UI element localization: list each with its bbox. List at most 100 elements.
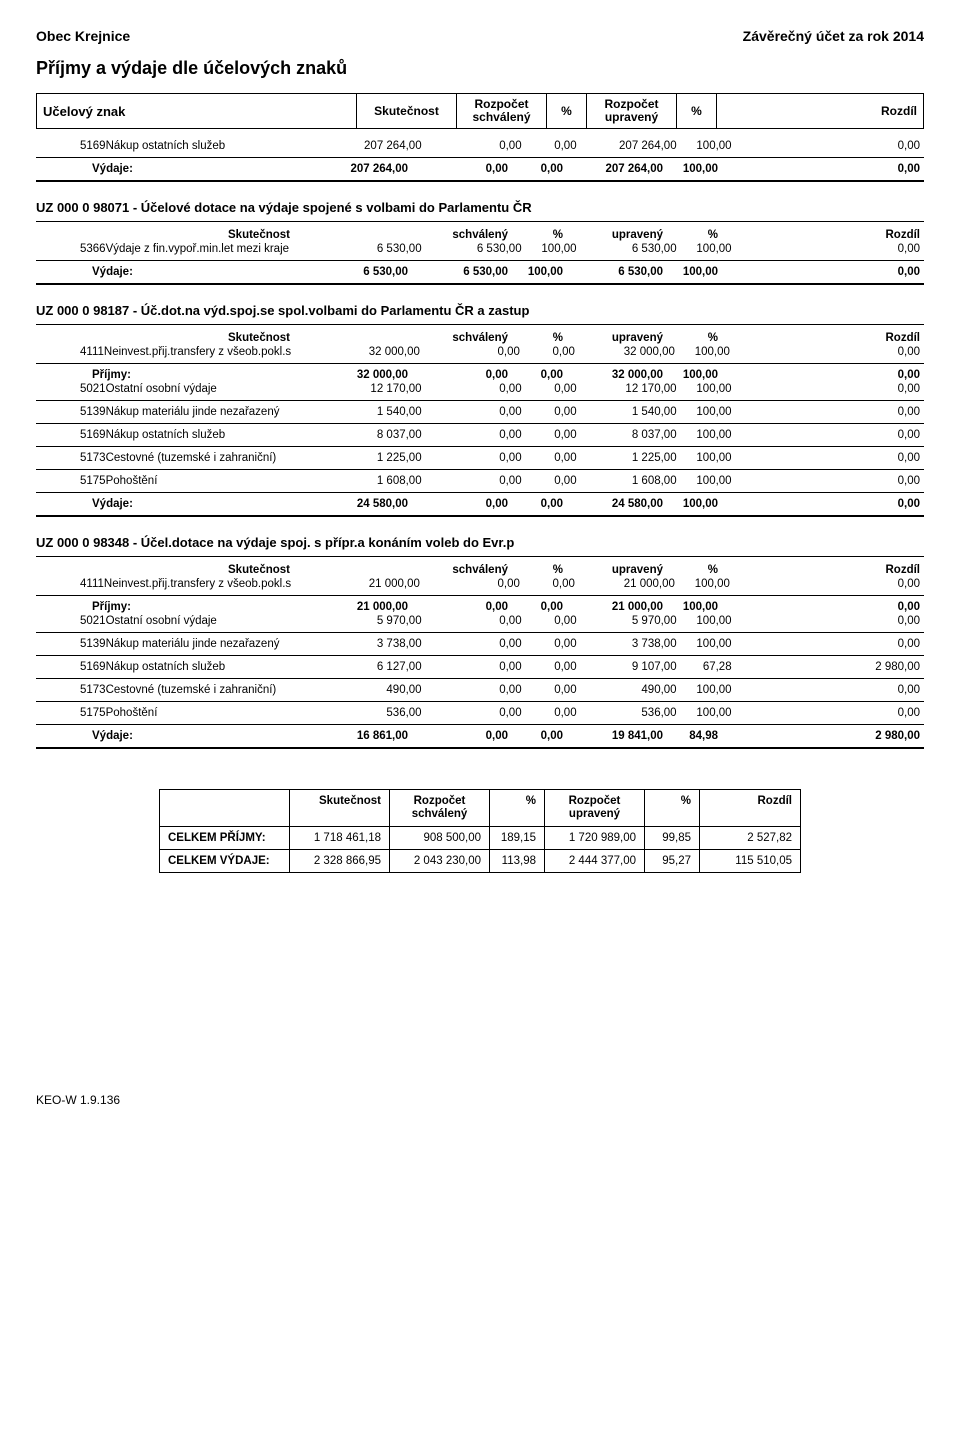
row-p1: 0,00 bbox=[522, 140, 577, 152]
column-header-row: Skutečnost schválený % upravený % Rozdíl bbox=[36, 228, 924, 242]
row-desc: Neinvest.přij.transfery z všeob.pokl.s bbox=[104, 346, 310, 358]
subtotal-sk: 207 264,00 bbox=[298, 163, 408, 175]
subtotal-sk: 32 000,00 bbox=[298, 369, 408, 381]
table-row: 5139Nákup materiálu jinde nezařazený3 73… bbox=[36, 637, 924, 651]
row-p1: 0,00 bbox=[522, 707, 577, 719]
hdr-skut: Skutečnost bbox=[92, 229, 298, 241]
subtotal-roz: 0,00 bbox=[718, 369, 924, 381]
row-p2: 100,00 bbox=[677, 383, 732, 395]
row-upr: 1 540,00 bbox=[577, 406, 677, 418]
divider bbox=[36, 260, 924, 261]
section-title-98187: UZ 000 0 98187 - Úč.dot.na výd.spoj.se s… bbox=[36, 303, 924, 318]
subtotal-p1: 0,00 bbox=[508, 369, 563, 381]
totals-vydaje: CELKEM VÝDAJE: 2 328 866,95 2 043 230,00… bbox=[160, 850, 800, 872]
block-98348: Skutečnost schválený % upravený % Rozdíl… bbox=[36, 563, 924, 749]
table-row: 5169Nákup ostatních služeb6 127,000,000,… bbox=[36, 660, 924, 674]
row-p2: 100,00 bbox=[675, 578, 730, 590]
subtotal-schv: 0,00 bbox=[408, 601, 508, 613]
table-row: 5173Cestovné (tuzemské i zahraniční)1 22… bbox=[36, 451, 924, 465]
row-roz: 0,00 bbox=[730, 346, 924, 358]
row-desc: Nákup materiálu jinde nezařazený bbox=[106, 406, 312, 418]
row-p2: 100,00 bbox=[677, 707, 732, 719]
subtotal-roz: 0,00 bbox=[718, 163, 924, 175]
thdr-schv-l1: Rozpočet bbox=[414, 795, 466, 807]
row-sk: 8 037,00 bbox=[312, 429, 422, 441]
row-upr: 9 107,00 bbox=[577, 661, 677, 673]
row-p2: 100,00 bbox=[677, 406, 732, 418]
table-row: 5169Nákup ostatních služeb8 037,000,000,… bbox=[36, 428, 924, 442]
hdr-p2: % bbox=[663, 564, 718, 576]
row-p2: 100,00 bbox=[675, 346, 730, 358]
org-name: Obec Krejnice bbox=[36, 28, 130, 44]
totals-prijmy-upr: 1 720 989,00 bbox=[545, 827, 645, 850]
subtotal-upr: 32 000,00 bbox=[563, 369, 663, 381]
row-p1: 0,00 bbox=[522, 406, 577, 418]
divider-thick bbox=[36, 515, 924, 517]
block-98071: Skutečnost schválený % upravený % Rozdíl… bbox=[36, 228, 924, 285]
subtotal-upr: 6 530,00 bbox=[563, 266, 663, 278]
thdr-pct2: % bbox=[645, 790, 700, 826]
col-rozpocet-upraveny-l1: Rozpočet bbox=[605, 97, 659, 111]
row-schv: 0,00 bbox=[422, 475, 522, 487]
row-p1: 0,00 bbox=[522, 615, 577, 627]
row-schv: 0,00 bbox=[422, 383, 522, 395]
row-code: 5169 bbox=[36, 140, 106, 152]
block-intro: 5169 Nákup ostatních služeb 207 264,00 0… bbox=[36, 139, 924, 182]
hdr-upr: upravený bbox=[563, 229, 663, 241]
row-p2: 100,00 bbox=[677, 475, 732, 487]
subtotal-p2: 100,00 bbox=[663, 163, 718, 175]
hdr-upr: upravený bbox=[563, 332, 663, 344]
row-p1: 100,00 bbox=[522, 243, 577, 255]
totals-vydaje-sk: 2 328 866,95 bbox=[290, 850, 390, 872]
subtotal-p1: 0,00 bbox=[508, 601, 563, 613]
subtotal-roz: 2 980,00 bbox=[718, 730, 924, 742]
divider bbox=[36, 632, 924, 633]
thdr-upr-l2: upravený bbox=[569, 808, 620, 820]
row-p1: 0,00 bbox=[520, 346, 575, 358]
row-upr: 490,00 bbox=[577, 684, 677, 696]
row-desc: Ostatní osobní výdaje bbox=[106, 615, 312, 627]
row-p1: 0,00 bbox=[522, 475, 577, 487]
subtotal-p1: 0,00 bbox=[508, 730, 563, 742]
row-code: 5139 bbox=[36, 638, 106, 650]
row-upr: 12 170,00 bbox=[577, 383, 677, 395]
hdr-p2: % bbox=[663, 332, 718, 344]
divider-thick bbox=[36, 283, 924, 285]
row-schv: 6 530,00 bbox=[422, 243, 522, 255]
subtotal-upr: 19 841,00 bbox=[563, 730, 663, 742]
divider bbox=[36, 400, 924, 401]
subtotal-p2: 100,00 bbox=[663, 369, 718, 381]
hdr-roz: Rozdíl bbox=[718, 229, 924, 241]
thdr-pct: % bbox=[490, 790, 545, 826]
row-roz: 0,00 bbox=[732, 383, 924, 395]
row-sk: 6 127,00 bbox=[312, 661, 422, 673]
row-roz: 0,00 bbox=[732, 243, 924, 255]
row-sk: 536,00 bbox=[312, 707, 422, 719]
col-rozpocet-upraveny: Rozpočetupravený bbox=[587, 94, 677, 128]
row-desc: Pohoštění bbox=[106, 707, 312, 719]
row-upr: 1 225,00 bbox=[577, 452, 677, 464]
row-p1: 0,00 bbox=[522, 429, 577, 441]
subtotal-sk: 16 861,00 bbox=[298, 730, 408, 742]
row-p2: 100,00 bbox=[677, 140, 732, 152]
row-roz: 0,00 bbox=[732, 638, 924, 650]
row-roz: 0,00 bbox=[732, 684, 924, 696]
row-sk: 490,00 bbox=[312, 684, 422, 696]
thdr-skut: Skutečnost bbox=[290, 790, 390, 826]
col-rozdil: Rozdíl bbox=[717, 94, 923, 128]
subtotal-prijmy: Příjmy: 21 000,00 0,00 0,00 21 000,00 10… bbox=[36, 600, 924, 614]
row-upr: 32 000,00 bbox=[575, 346, 675, 358]
subtotal-upr: 21 000,00 bbox=[563, 601, 663, 613]
col-skutecnost: Skutečnost bbox=[357, 94, 457, 128]
hdr-skut: Skutečnost bbox=[92, 564, 298, 576]
row-upr: 1 608,00 bbox=[577, 475, 677, 487]
row-desc: Ostatní osobní výdaje bbox=[106, 383, 312, 395]
subtotal-p2: 84,98 bbox=[663, 730, 718, 742]
totals-wrapper: Skutečnost Rozpočetschválený % Rozpočetu… bbox=[36, 789, 924, 872]
row-p1: 0,00 bbox=[522, 684, 577, 696]
totals-vydaje-roz: 115 510,05 bbox=[700, 850, 800, 872]
thdr-rozdil: Rozdíl bbox=[700, 790, 800, 826]
subtotal-p1: 100,00 bbox=[508, 266, 563, 278]
row-desc: Neinvest.přij.transfery z všeob.pokl.s bbox=[104, 578, 310, 590]
divider bbox=[36, 724, 924, 725]
